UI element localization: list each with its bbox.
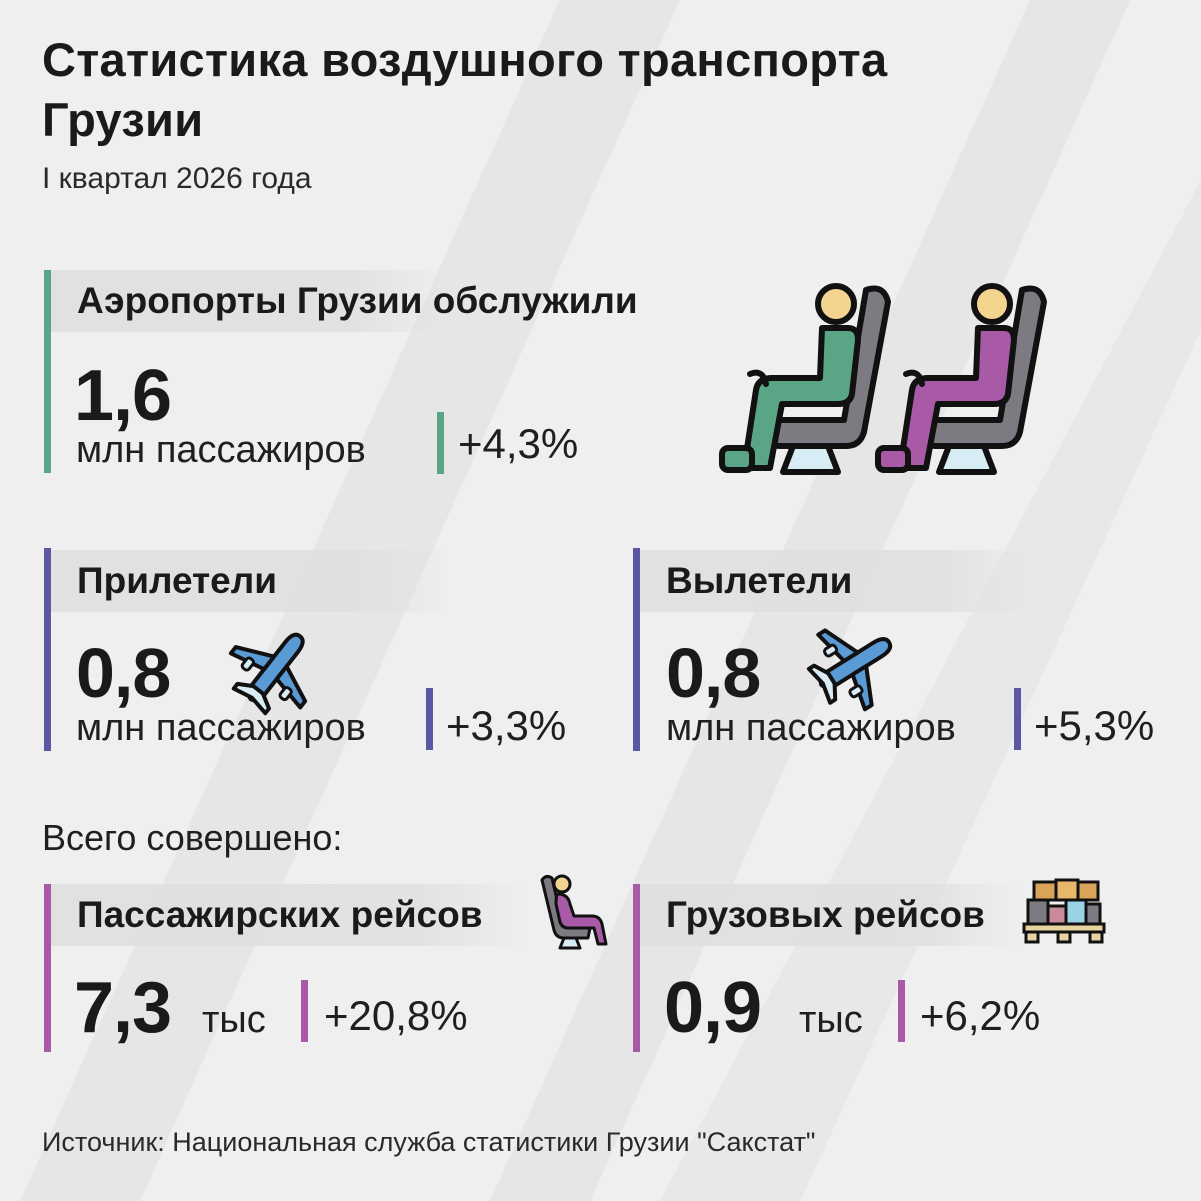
passenger-flights-unit: тыс: [202, 999, 266, 1041]
passenger-flights-change-bar: [301, 980, 308, 1042]
cargo-flights-change: +6,2%: [920, 992, 1041, 1039]
passenger-flights-value: 7,3: [74, 968, 172, 1048]
arrivals-label: Прилетели: [51, 550, 451, 612]
airports-unit: млн пассажиров: [76, 429, 366, 471]
cargo-flights-unit: тыс: [799, 999, 863, 1041]
airports-value: 1,6: [74, 356, 172, 436]
source-note: Источник: Национальная служба статистики…: [42, 1127, 816, 1157]
departures-change-bar: [1014, 688, 1021, 750]
passenger-flights-accent-bar: [44, 884, 51, 1052]
departures-value: 0,8: [666, 634, 761, 712]
seat-purple-icon: [875, 283, 1047, 475]
departures-label: Вылетели: [640, 550, 1040, 612]
cargo-flights-value: 0,9: [664, 968, 762, 1048]
airports-label: Аэропорты Грузии обслужили: [51, 270, 638, 332]
arrivals-change-bar: [426, 688, 433, 750]
seated-passenger-icon: [540, 874, 608, 950]
departures-change: +5,3%: [1034, 702, 1155, 749]
airports-accent-bar: [44, 270, 51, 473]
airplane-icon: [228, 632, 308, 716]
totals-heading: Всего совершено:: [42, 817, 343, 858]
cargo-flights-accent-bar: [633, 884, 640, 1052]
arrivals-unit: млн пассажиров: [76, 707, 366, 749]
arrivals-accent-bar: [44, 548, 51, 751]
page-subtitle: I квартал 2026 года: [42, 162, 312, 195]
passenger-flights-change: +20,8%: [324, 992, 468, 1039]
seat-green-icon: [719, 283, 891, 475]
title-line-1: Статистика воздушного транспорта: [42, 33, 888, 86]
airports-change: +4,3%: [458, 420, 579, 467]
cargo-flights-label: Грузовых рейсов: [640, 884, 1020, 946]
cargo-flights-change-bar: [898, 980, 905, 1042]
title-line-2: Грузии: [42, 93, 204, 146]
cargo-pallet-icon: [1022, 878, 1106, 944]
arrivals-change: +3,3%: [446, 702, 567, 749]
airports-change-bar: [437, 412, 444, 474]
page-title: Статистика воздушного транспорта Грузии: [42, 30, 887, 150]
departures-accent-bar: [633, 548, 640, 751]
departures-unit: млн пассажиров: [666, 707, 956, 749]
seated-passengers-icon: [719, 283, 1047, 475]
airplane-icon: [806, 628, 893, 712]
passenger-flights-label: Пассажирских рейсов: [51, 884, 531, 946]
arrivals-value: 0,8: [76, 634, 171, 712]
